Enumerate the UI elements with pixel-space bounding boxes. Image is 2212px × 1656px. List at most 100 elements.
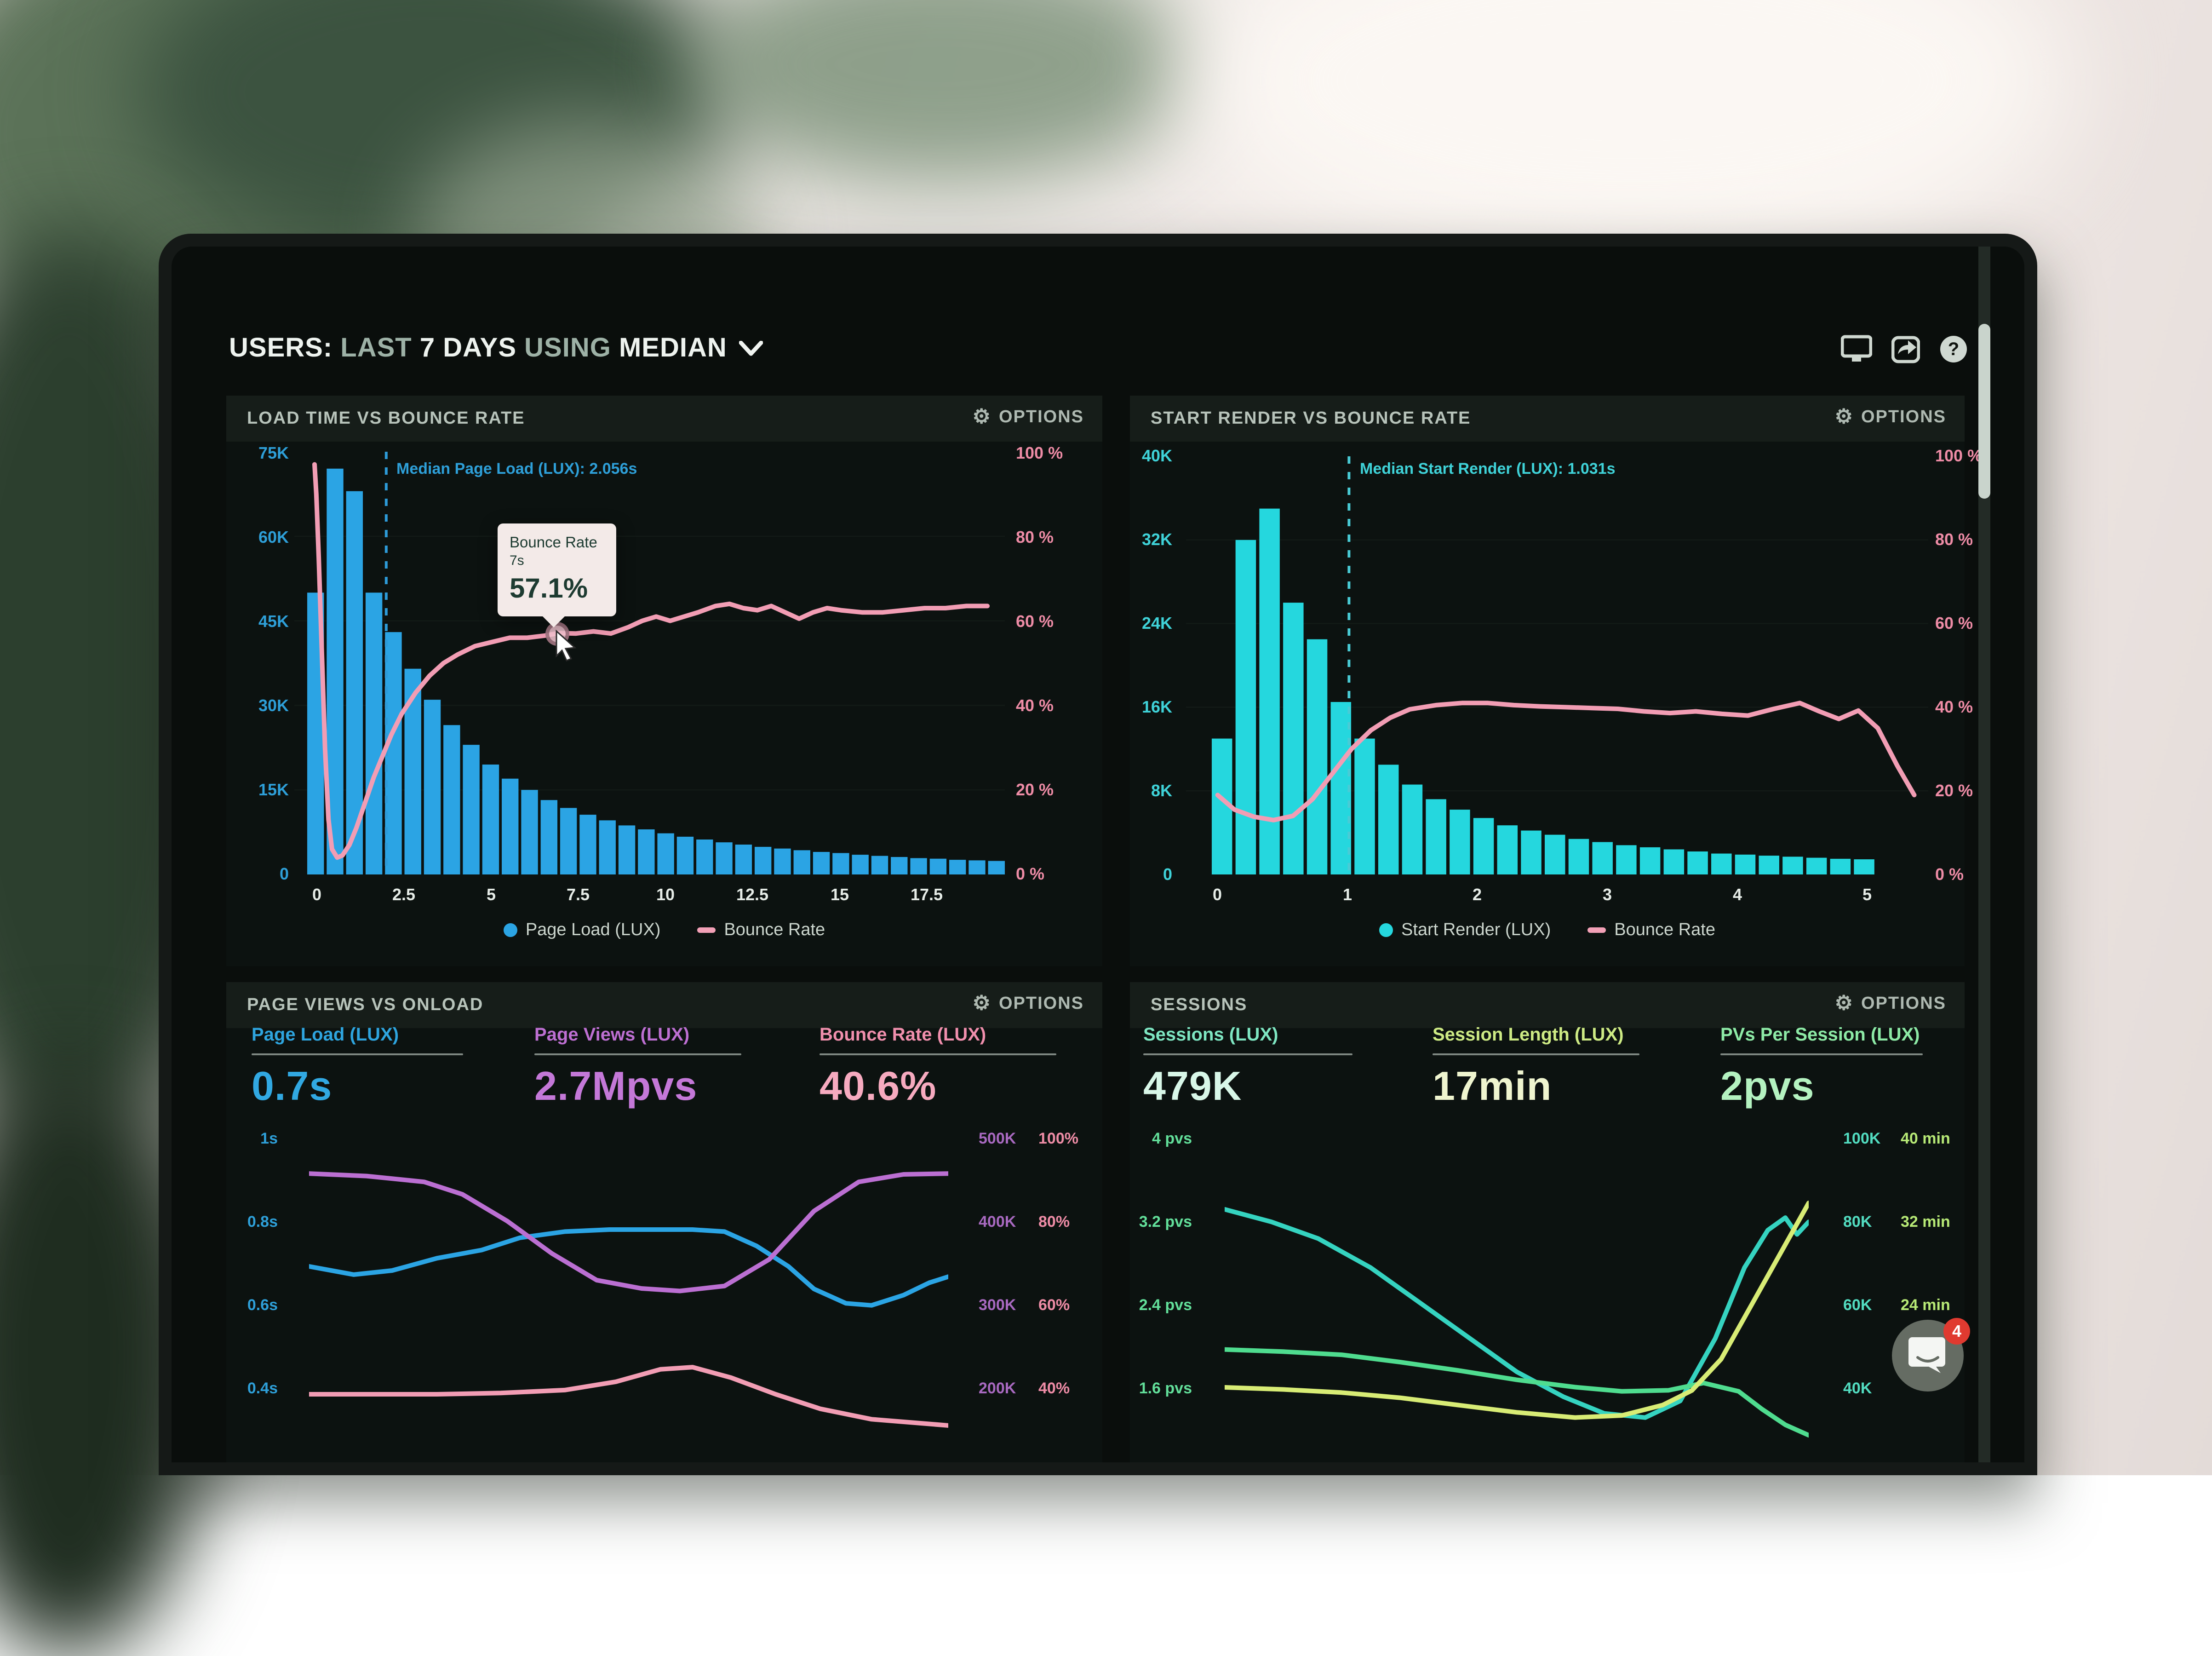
metric-value: 40.6%: [819, 1063, 1068, 1110]
chat-bubble-icon: [1907, 1334, 1949, 1376]
y-axis-label-right-min: 24 min: [1901, 1296, 1950, 1314]
median-annotation: Median Start Render (LUX): 1.031s: [1360, 460, 1615, 478]
sessions-chart: [1225, 1144, 1809, 1443]
panel-load-time-vs-bounce-rate: LOAD TIME VS BOUNCE RATE ⚙OPTIONS 75K 60…: [226, 396, 1102, 966]
metric-bounce-rate: Bounce Rate (LUX) 40.6%: [819, 1024, 1068, 1110]
y-axis-label-right-pct: 40%: [1038, 1380, 1070, 1397]
page-views-onload-chart: [309, 1144, 948, 1443]
x-axis-label: 5: [1846, 885, 1888, 904]
metric-page-load: Page Load (LUX) 0.7s: [252, 1024, 472, 1110]
y-axis-label-right-k: 80K: [1843, 1213, 1872, 1231]
legend-bounce-rate[interactable]: Bounce Rate: [1587, 920, 1715, 940]
y-axis-label-right-min: 40 min: [1901, 1130, 1950, 1148]
y-axis-label: 8K: [1130, 781, 1172, 800]
x-axis-label: 5: [470, 885, 512, 904]
y-axis-label-right: 60 %: [1935, 614, 1973, 633]
panel-title: SESSIONS: [1151, 995, 1247, 1015]
y-axis-label-right: 0 %: [1935, 865, 1964, 884]
y-axis-label-right: 100 %: [1935, 446, 1982, 466]
plant-leaf-blur: [690, 0, 1196, 184]
y-axis-label: 15K: [230, 780, 289, 799]
y-axis-label-right: 60 %: [1016, 612, 1054, 631]
metric-label: Sessions (LUX): [1143, 1024, 1359, 1045]
y-axis-label: 30K: [230, 696, 289, 715]
metric-value: 479K: [1143, 1063, 1359, 1110]
metric-label: Session Length (LUX): [1433, 1024, 1649, 1045]
title-days: 7 DAYS: [420, 333, 516, 362]
panel-title: PAGE VIEWS VS ONLOAD: [247, 995, 483, 1015]
x-axis-label: 10: [645, 885, 686, 904]
tooltip-value: 57.1%: [510, 572, 604, 604]
y-axis-label-right-pct: 80%: [1038, 1213, 1070, 1231]
x-axis-label: 15: [819, 885, 860, 904]
metric-divider: [1143, 1053, 1352, 1055]
gear-icon: ⚙: [973, 407, 991, 427]
y-axis-label-right: 100 %: [1016, 443, 1063, 463]
metric-divider: [1720, 1053, 1923, 1055]
metric-value: 2.7Mpvs: [534, 1063, 751, 1110]
help-icon[interactable]: ?: [1939, 335, 1968, 366]
metric-label: PVs Per Session (LUX): [1720, 1024, 1932, 1045]
x-axis-label: 0: [1197, 885, 1238, 904]
y-axis-label-right-k: 200K: [979, 1380, 1016, 1397]
dashboard-title-dropdown[interactable]: USERS: LAST 7 DAYS USING MEDIAN: [229, 332, 763, 363]
panel-title: START RENDER VS BOUNCE RATE: [1151, 408, 1471, 428]
y-axis-label: 24K: [1130, 614, 1172, 633]
chart-tooltip: Bounce Rate 7s 57.1%: [498, 523, 616, 616]
y-axis-label-right-k: 400K: [979, 1213, 1016, 1231]
options-button[interactable]: ⚙OPTIONS: [1835, 993, 1946, 1013]
y-axis-label-right-k: 100K: [1843, 1130, 1880, 1148]
y-axis-label: 0.8s: [230, 1213, 278, 1231]
scrollbar-thumb[interactable]: [1978, 324, 1990, 499]
legend-dot-icon: [1379, 923, 1393, 937]
metric-label: Page Views (LUX): [534, 1024, 751, 1045]
y-axis-label-right-min: 32 min: [1901, 1213, 1950, 1231]
x-axis-label: 2: [1456, 885, 1498, 904]
metric-label: Bounce Rate (LUX): [819, 1024, 1068, 1045]
metric-sessions: Sessions (LUX) 479K: [1143, 1024, 1359, 1110]
title-using: USING: [516, 333, 619, 362]
y-axis-label-right: 40 %: [1016, 696, 1054, 715]
tooltip-x-value: 7s: [510, 553, 604, 569]
laptop: USERS: LAST 7 DAYS USING MEDIAN ? LOAD T…: [159, 234, 2037, 1475]
y-axis-label-right-k: 500K: [979, 1130, 1016, 1148]
y-axis-label-right: 40 %: [1935, 697, 1973, 717]
y-axis-label-right: 80 %: [1935, 530, 1973, 549]
y-axis-label-right-k: 40K: [1843, 1380, 1872, 1397]
options-button[interactable]: ⚙OPTIONS: [1835, 407, 1946, 427]
panel-title: LOAD TIME VS BOUNCE RATE: [247, 408, 525, 428]
legend-dot-icon: [504, 923, 517, 937]
options-button[interactable]: ⚙OPTIONS: [973, 993, 1084, 1013]
gear-icon: ⚙: [973, 993, 991, 1013]
y-axis-label: 4 pvs: [1130, 1130, 1192, 1148]
share-icon[interactable]: [1891, 335, 1920, 366]
panel-sessions: SESSIONS ⚙OPTIONS Sessions (LUX) 479K Se…: [1130, 982, 1965, 1462]
y-axis-label: 0: [1130, 865, 1172, 884]
notification-badge: 4: [1943, 1318, 1970, 1345]
monitor-icon[interactable]: [1841, 335, 1872, 366]
y-axis-label: 0.4s: [230, 1380, 278, 1397]
x-axis-label: 3: [1587, 885, 1628, 904]
y-axis-label-right-k: 300K: [979, 1296, 1016, 1314]
load-time-chart: [294, 452, 1005, 874]
metric-value: 2pvs: [1720, 1063, 1932, 1110]
y-axis-label: 0: [230, 864, 289, 884]
legend-start-render[interactable]: Start Render (LUX): [1379, 920, 1551, 940]
start-render-chart: [1186, 456, 1928, 874]
tooltip-title: Bounce Rate: [510, 534, 604, 551]
y-axis-label: 1.6 pvs: [1130, 1380, 1192, 1397]
metric-value: 17min: [1433, 1063, 1649, 1110]
y-axis-label: 2.4 pvs: [1130, 1296, 1192, 1314]
x-axis-label: 1: [1327, 885, 1368, 904]
title-median: MEDIAN: [619, 333, 727, 362]
legend-page-load[interactable]: Page Load (LUX): [504, 920, 661, 940]
x-axis-label: 17.5: [906, 885, 947, 904]
metric-pvs-per-session: PVs Per Session (LUX) 2pvs: [1720, 1024, 1932, 1110]
x-axis-label: 2.5: [383, 885, 424, 904]
y-axis-label-right-pct: 60%: [1038, 1296, 1070, 1314]
x-axis-label: 12.5: [732, 885, 773, 904]
y-axis-label: 3.2 pvs: [1130, 1213, 1192, 1231]
legend-bounce-rate[interactable]: Bounce Rate: [697, 920, 825, 940]
options-button[interactable]: ⚙OPTIONS: [973, 407, 1084, 427]
y-axis-label: 60K: [230, 528, 289, 547]
